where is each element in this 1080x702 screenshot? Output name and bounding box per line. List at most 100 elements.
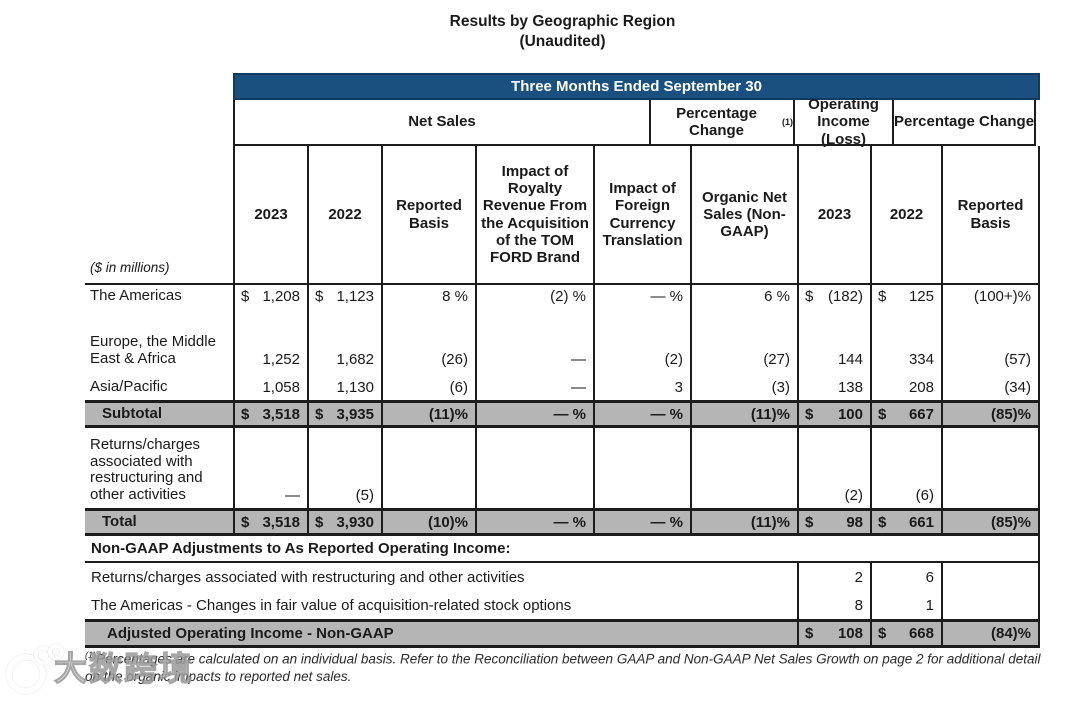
group-header-label: Operating Income (Loss) xyxy=(808,96,879,148)
cell-value: (182) xyxy=(827,288,863,305)
table-cell: 1,682 xyxy=(307,312,381,372)
column-header: 2022 xyxy=(307,146,381,283)
table-cell: (2) xyxy=(593,312,690,372)
table-cell: 8 xyxy=(797,591,870,619)
results-table: Three Months Ended September 30 Net Sales… xyxy=(85,73,1040,648)
cell-value: 3,518 xyxy=(262,405,300,423)
cell-value: — xyxy=(571,351,586,368)
cell-value: 8 xyxy=(854,596,863,614)
table-cell: (57) xyxy=(941,312,1040,372)
group-header-net-sales: Net Sales xyxy=(233,100,649,146)
table-cell: — % xyxy=(593,403,690,425)
cell-value: 1,252 xyxy=(262,351,300,368)
cell-value: 138 xyxy=(837,379,863,396)
cell-value: (3) xyxy=(771,379,790,396)
table-cell xyxy=(690,428,797,508)
table-cell: $125 xyxy=(870,285,941,312)
title-line-2: (Unaudited) xyxy=(519,33,606,51)
row-label: Europe, the Middle East & Africa xyxy=(90,333,216,368)
table-row-adj-returns-charges: Returns/charges associated with restruct… xyxy=(85,563,1040,591)
table-cell: (10)% xyxy=(381,511,475,533)
table-cell: — % xyxy=(475,511,593,533)
cell-value: (6) xyxy=(915,487,934,504)
table-cell: 6 xyxy=(870,563,941,591)
cell-value: 6 % xyxy=(764,288,790,305)
cell-value: 125 xyxy=(908,288,934,305)
group-header-row: Net Sales Percentage Change (1) Operating I… xyxy=(85,96,1040,148)
cell-value: 208 xyxy=(908,379,934,396)
non-gaap-section-header: Non-GAAP Adjustments to As Reported Oper… xyxy=(85,536,1040,563)
cell-value: (11)% xyxy=(750,513,790,531)
table-cell: 8 % xyxy=(381,285,475,312)
table-cell: 2 xyxy=(797,563,870,591)
column-header: 2023 xyxy=(233,146,307,283)
cell-value: 1,130 xyxy=(336,379,374,396)
group-header-operating-income-loss-: Operating Income (Loss) xyxy=(793,96,892,148)
cell-value: (10)% xyxy=(427,513,468,531)
cell-value: 3,518 xyxy=(262,513,300,531)
cell-value: (6) xyxy=(449,379,468,396)
table-cell: (11)% xyxy=(690,403,797,425)
footnote: (1)Percentages are calculated on an indi… xyxy=(85,650,1045,686)
table-row-europe-middle-east-africa: Europe, the Middle East & Africa 1,252 1,6… xyxy=(85,312,1040,372)
cell-value: (2) % xyxy=(550,288,586,305)
table-row-returns-charges: Returns/charges associated with restruct… xyxy=(85,428,1040,508)
group-header-percentage-change: Percentage Change (1) xyxy=(649,100,793,146)
table-cell: 3 xyxy=(593,372,690,400)
table-row-adjusted-operating-income: Adjusted Operating Income - Non-GAAP $108… xyxy=(85,619,1040,648)
currency-symbol: $ xyxy=(878,405,887,423)
cell-value: (2) xyxy=(844,487,863,504)
row-label: Returns/charges associated with restruct… xyxy=(90,435,203,504)
column-header-label: 2022 xyxy=(328,205,362,223)
table-cell: $667 xyxy=(870,403,941,425)
table-cell xyxy=(593,428,690,508)
table-cell: (6) xyxy=(381,372,475,400)
cell-value: 3 xyxy=(674,379,683,396)
cell-value: (100+)% xyxy=(973,288,1031,305)
table-cell: 1 xyxy=(870,591,941,619)
row-label: Subtotal xyxy=(102,404,162,422)
cell-value: 108 xyxy=(837,625,863,642)
column-header-label: Organic Net Sales (Non-GAAP) xyxy=(701,188,788,241)
cell-value: — % xyxy=(553,405,586,423)
currency-symbol: $ xyxy=(315,405,324,423)
group-header-label: Percentage Change xyxy=(676,104,757,139)
table-cell: $98 xyxy=(797,511,870,533)
footnote-superscript: (1) xyxy=(85,650,96,660)
column-header: 2022 xyxy=(870,146,941,283)
currency-symbol: $ xyxy=(241,513,250,531)
row-label: Adjusted Operating Income - Non-GAAP xyxy=(107,625,394,642)
table-cell: 6 % xyxy=(690,285,797,312)
table-cell: $108 xyxy=(797,622,870,645)
row-label: The Americas xyxy=(90,287,182,304)
table-cell: $1,208 xyxy=(233,285,307,312)
table-cell: — xyxy=(233,428,307,508)
column-header-label: Impact of Royalty Revenue From the Acqui… xyxy=(481,163,589,266)
table-cell: 1,252 xyxy=(233,312,307,372)
table-cell: (85)% xyxy=(941,403,1040,425)
cell-value: 3,930 xyxy=(336,513,374,531)
table-cell xyxy=(941,563,1040,591)
table-cell xyxy=(941,591,1040,619)
table-cell: (6) xyxy=(870,428,941,508)
row-label: Returns/charges associated with restruct… xyxy=(91,568,525,586)
cell-value: (85)% xyxy=(990,513,1031,531)
table-cell: (34) xyxy=(941,372,1040,400)
table-cell: (85)% xyxy=(941,511,1040,533)
cell-value: 667 xyxy=(908,405,934,423)
cell-value: (57) xyxy=(1004,351,1031,368)
table-span-header: Three Months Ended September 30 xyxy=(233,73,1040,100)
column-header-label: Reported Basis xyxy=(957,197,1024,232)
cell-value: — % xyxy=(650,405,683,423)
cell-value: — % xyxy=(650,288,683,305)
table-row-total: Total $3,518 $3,930 (10)% — % — % (11)% $98 $661… xyxy=(85,508,1040,536)
table-cell: $3,518 xyxy=(233,403,307,425)
currency-symbol: $ xyxy=(805,288,814,305)
cell-value: (5) xyxy=(355,487,374,504)
cell-value: 8 % xyxy=(442,288,468,305)
cell-value: 2 xyxy=(854,568,863,586)
column-header: 2023 xyxy=(797,146,870,283)
table-cell: (3) xyxy=(690,372,797,400)
group-header-label: Net Sales xyxy=(408,113,476,131)
footnote-text: Percentages are calculated on an individ… xyxy=(85,651,1041,685)
